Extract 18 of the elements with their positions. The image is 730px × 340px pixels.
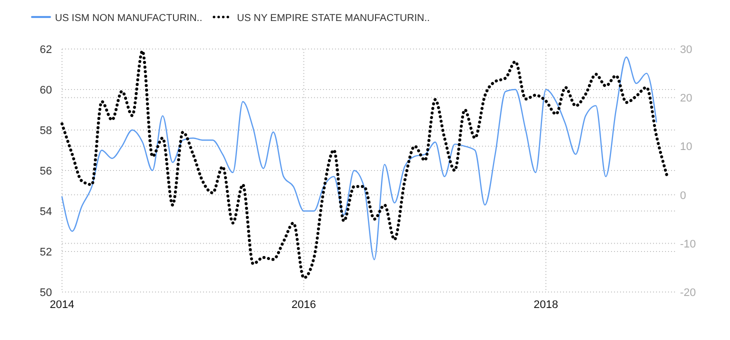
x-tick-label: 2018: [534, 299, 558, 311]
y-tick-label: 62: [40, 44, 52, 56]
y2-tick-label: 20: [680, 92, 692, 105]
y2-tick-label: 0: [680, 190, 686, 202]
x-tick-label: 2014: [50, 299, 74, 311]
x-tick-label: 2016: [292, 299, 316, 311]
legend-label: US NY EMPIRE STATE MANUFACTURIN..: [237, 13, 430, 24]
y-tick-label: 52: [40, 246, 52, 258]
y-tick-label: 50: [40, 287, 52, 299]
y-tick-label: 56: [40, 166, 52, 178]
legend-label: US ISM NON MANUFACTURIN..: [55, 13, 202, 24]
y2-tick-label: -20: [680, 287, 696, 299]
y-tick-label: 58: [40, 125, 52, 137]
y-tick-label: 60: [40, 84, 52, 96]
y-tick-label: 54: [40, 206, 52, 218]
y2-tick-label: -10: [680, 238, 696, 250]
y2-tick-label: 30: [680, 44, 692, 56]
y2-tick-label: 10: [680, 141, 692, 154]
